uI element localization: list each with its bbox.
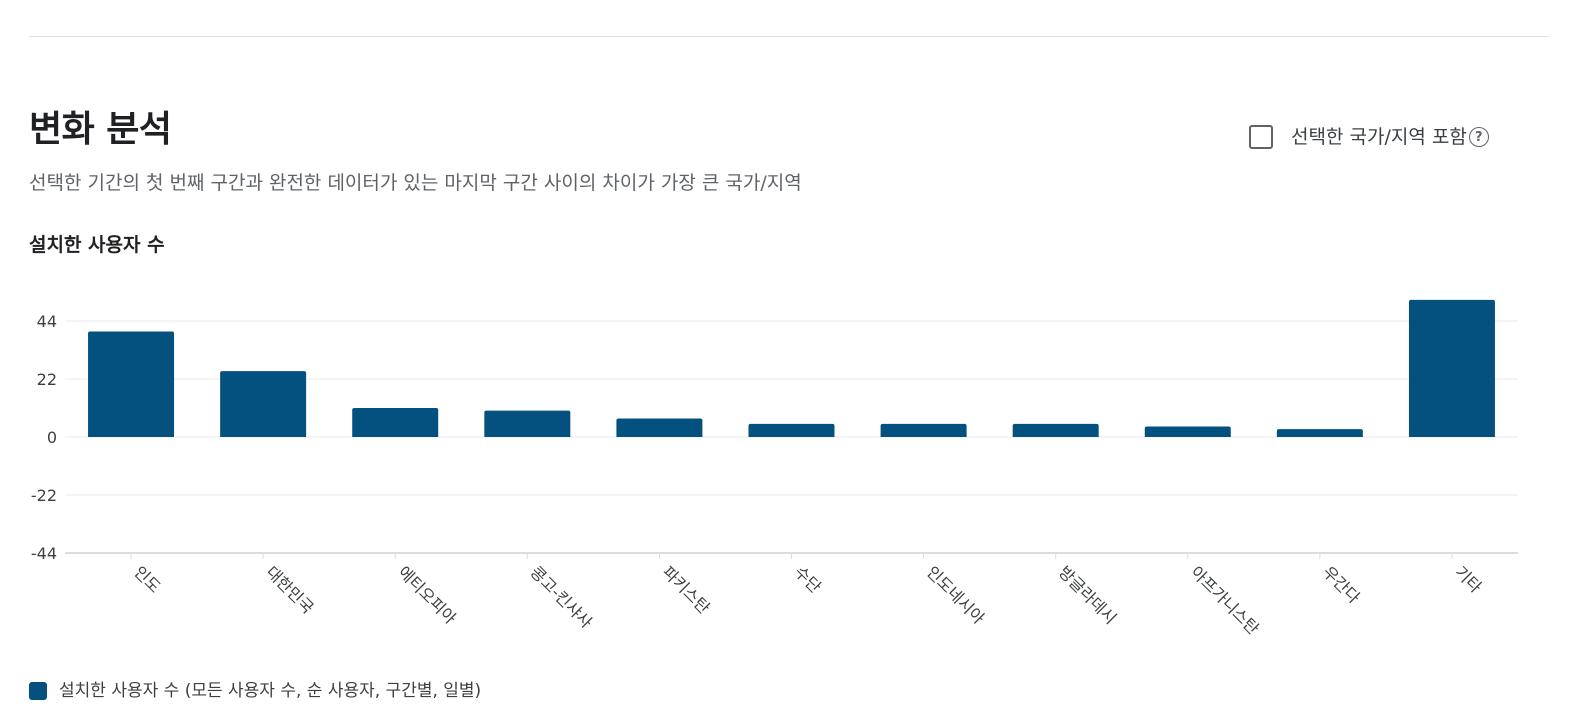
x-tick-label: 수단 xyxy=(791,562,825,596)
x-tick-label: 방글라데시 xyxy=(1055,562,1120,627)
x-tick-label: 파키스탄 xyxy=(659,562,714,617)
bar[interactable] xyxy=(1276,429,1363,437)
include-selected-label: 선택한 국가/지역 포함 xyxy=(1291,126,1467,148)
x-axis: 인도 대한민국 에티오피아 콩고-킨샤사 파키스탄 수단 인도네시아 방글라데시 아프가니스탄 우… xyxy=(130,554,1486,638)
bar[interactable] xyxy=(616,418,703,437)
bar[interactable] xyxy=(352,408,439,437)
legend-label: 설치한 사용자 수 (모든 사용자 수, 순 사용자, 구간별, 일별) xyxy=(59,681,482,701)
y-axis: 44 22 0 -22 -44 xyxy=(31,312,57,563)
metric-title: 설치한 사용자 수 xyxy=(29,234,165,256)
page-title: 변화 분석 xyxy=(29,109,172,150)
question-circle-icon[interactable]: ? xyxy=(1468,127,1489,147)
legend-swatch xyxy=(29,682,47,700)
bar[interactable] xyxy=(220,371,307,437)
bars xyxy=(88,299,1495,437)
include-selected-checkbox[interactable] xyxy=(1249,125,1273,149)
x-tick-label: 대한민국 xyxy=(262,562,317,617)
bar[interactable] xyxy=(484,410,571,437)
x-tick-label: 콩고-킨샤사 xyxy=(526,562,596,632)
x-tick-label: 인도네시아 xyxy=(923,562,989,628)
bar[interactable] xyxy=(88,331,175,437)
x-tick-label: 인도 xyxy=(130,562,164,596)
y-tick-label: 0 xyxy=(47,428,57,447)
bar[interactable] xyxy=(1012,423,1099,437)
include-selected-countries-toggle[interactable]: 선택한 국가/지역 포함 ? xyxy=(1249,124,1489,150)
bar[interactable] xyxy=(748,423,835,437)
x-tick-label: 기타 xyxy=(1451,562,1485,596)
top-divider xyxy=(29,36,1549,37)
x-tick-label: 우간다 xyxy=(1319,562,1364,607)
y-tick-label: 44 xyxy=(37,312,57,331)
help-glyph: ? xyxy=(1475,129,1483,145)
chart-legend: 설치한 사용자 수 (모든 사용자 수, 순 사용자, 구간별, 일별) xyxy=(29,680,481,702)
y-tick-label: -44 xyxy=(31,544,57,563)
y-tick-label: -22 xyxy=(31,486,57,505)
bar[interactable] xyxy=(880,423,967,437)
bar[interactable] xyxy=(1144,426,1231,437)
x-tick-label: 아프가니스탄 xyxy=(1187,562,1263,638)
x-tick-label: 에티오피아 xyxy=(394,562,460,628)
page-subtitle: 선택한 기간의 첫 번째 구간과 완전한 데이터가 있는 마지막 구간 사이의 … xyxy=(29,172,802,194)
bar[interactable] xyxy=(1408,299,1495,437)
y-tick-label: 22 xyxy=(37,370,57,389)
